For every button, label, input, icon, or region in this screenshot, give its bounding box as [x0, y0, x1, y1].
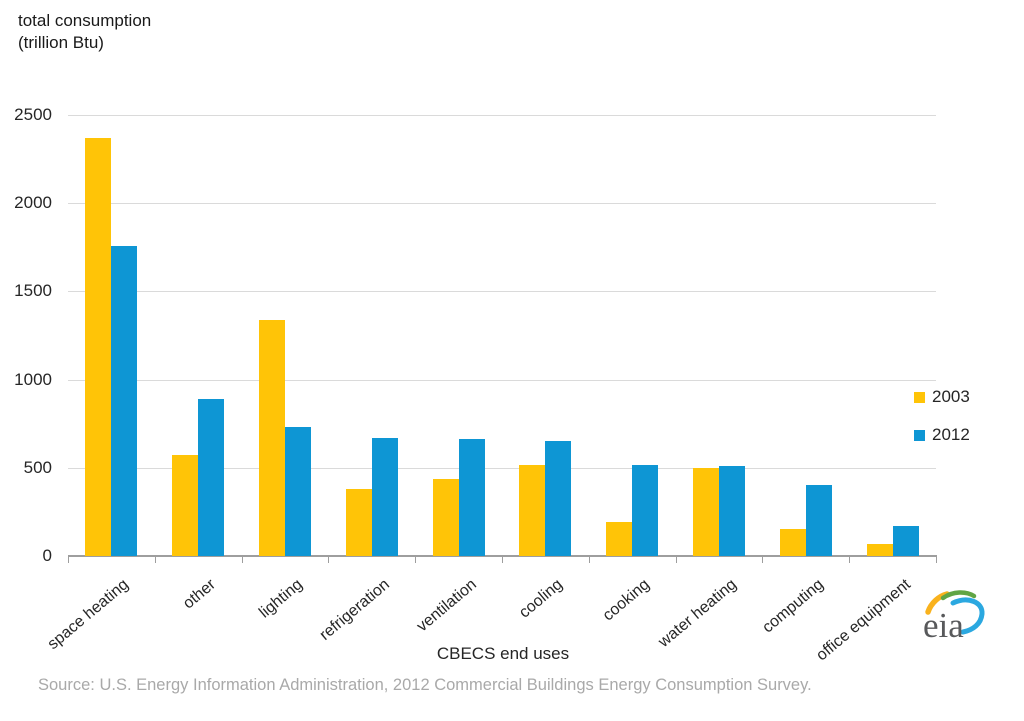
x-axis-tick [328, 557, 330, 563]
x-axis-line [68, 555, 937, 557]
source-note: Source: U.S. Energy Information Administ… [38, 676, 812, 694]
gridline-500 [68, 467, 936, 469]
x-axis-tick [936, 557, 937, 563]
legend-item-2003: 2003 [914, 386, 970, 408]
bar-2003-lighting [259, 319, 285, 556]
bar-2012-refrigeration [371, 437, 398, 556]
x-axis-label-lighting: lighting [256, 576, 306, 622]
x-axis-tick [849, 557, 851, 563]
legend-label-2003: 2003 [932, 387, 970, 406]
x-axis-label-office-equipment: office equipment [812, 576, 914, 665]
eia-logo-text: eia [923, 606, 964, 645]
eia-logo-green-swoosh [940, 590, 977, 601]
legend-label-2012: 2012 [932, 425, 970, 444]
x-axis-label-computing: computing [759, 576, 827, 637]
x-axis-label-other: other [180, 576, 220, 613]
bar-2003-office-equipment [866, 543, 893, 556]
legend: 2003 2012 [914, 386, 970, 462]
bar-2003-space-heating [85, 137, 112, 556]
chart-title-line1: total consumption [18, 11, 152, 30]
bar-2003-refrigeration [345, 488, 372, 556]
bar-2012-space-heating [111, 245, 138, 556]
bar-2012-lighting [285, 427, 311, 556]
bar-2003-water-heating [693, 467, 719, 556]
chart-title: total consumption (trillion Btu) [18, 10, 151, 54]
legend-item-2012: 2012 [914, 424, 970, 446]
bar-2003-cooling [519, 465, 546, 556]
bar-2012-cooling [545, 441, 572, 556]
chart-title-line2: (trillion Btu) [18, 33, 104, 52]
bar-2003-ventilation [432, 479, 459, 556]
x-axis-tick [154, 557, 156, 563]
eia-logo: eia [923, 590, 985, 645]
x-axis-tick [762, 557, 764, 563]
bar-2012-cooking [632, 465, 659, 556]
x-axis-tick [588, 557, 590, 563]
bar-2012-office-equipment [892, 526, 919, 556]
x-axis-title: CBECS end uses [436, 644, 570, 663]
y-axis-label-1500: 1500 [14, 281, 52, 301]
bar-2003-computing [779, 528, 806, 556]
y-axis-label-2500: 2500 [14, 105, 52, 124]
eia-logo-blue-swoosh [950, 597, 985, 635]
gridline-2500 [68, 115, 936, 116]
x-axis-tick [675, 557, 677, 563]
y-axis-label-1000: 1000 [14, 369, 52, 389]
legend-swatch-2003 [914, 391, 925, 403]
gridline-1000 [68, 379, 936, 381]
bar-2003-cooking [606, 522, 633, 556]
x-axis-label-refrigeration: refrigeration [316, 576, 393, 644]
legend-swatch-2012 [914, 429, 925, 441]
y-axis-label-2000: 2000 [14, 193, 52, 213]
x-axis-tick [502, 557, 503, 563]
bar-2003-other [172, 455, 199, 556]
x-axis-tick [241, 557, 243, 563]
x-axis-tick [415, 557, 417, 563]
bar-2012-computing [805, 485, 832, 556]
gridline-2000 [68, 203, 936, 205]
y-axis-label-0: 0 [42, 546, 52, 565]
y-axis-label-500: 500 [23, 457, 52, 477]
bar-2012-water-heating [719, 466, 745, 556]
bar-2012-other [198, 399, 225, 556]
bar-2012-ventilation [458, 438, 485, 556]
x-axis-tick [68, 557, 69, 563]
gridline-1500 [68, 291, 936, 293]
